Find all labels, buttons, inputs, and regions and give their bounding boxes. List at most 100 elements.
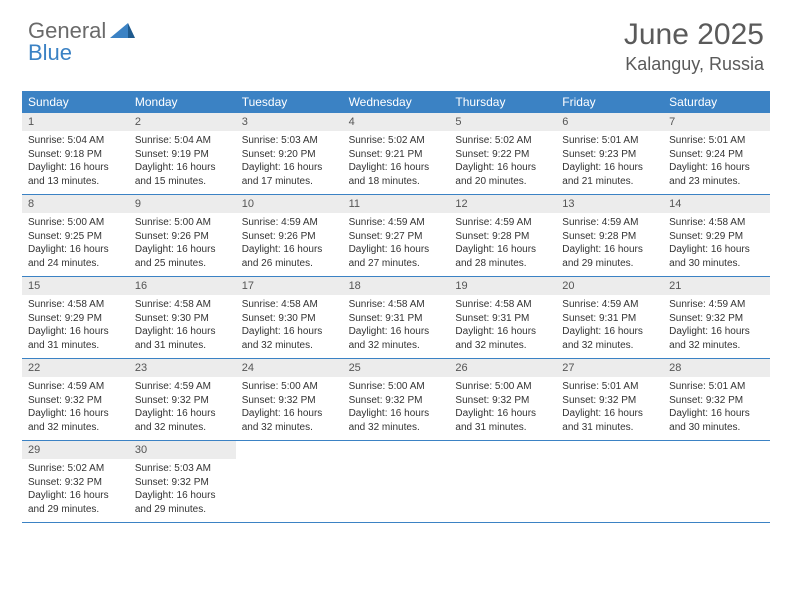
- day-cell: 16Sunrise: 4:58 AMSunset: 9:30 PMDayligh…: [129, 277, 236, 358]
- day-details: Sunrise: 4:59 AMSunset: 9:32 PMDaylight:…: [129, 377, 236, 434]
- daylight-line: Daylight: 16 hours and 25 minutes.: [135, 243, 230, 270]
- day-number: 5: [449, 113, 556, 131]
- sunset-line: Sunset: 9:30 PM: [135, 312, 230, 326]
- sunrise-line: Sunrise: 4:59 AM: [242, 216, 337, 230]
- brand-logo: GeneralBlue: [28, 18, 136, 66]
- sunset-line: Sunset: 9:32 PM: [135, 476, 230, 490]
- title-block: June 2025 Kalanguy, Russia: [624, 18, 764, 75]
- sunrise-line: Sunrise: 4:59 AM: [28, 380, 123, 394]
- weekday-header: Tuesday: [236, 91, 343, 113]
- sunrise-line: Sunrise: 5:01 AM: [562, 134, 657, 148]
- sunrise-line: Sunrise: 4:58 AM: [28, 298, 123, 312]
- sunrise-line: Sunrise: 5:00 AM: [455, 380, 550, 394]
- day-cell: 29Sunrise: 5:02 AMSunset: 9:32 PMDayligh…: [22, 441, 129, 522]
- sunrise-line: Sunrise: 4:58 AM: [135, 298, 230, 312]
- daylight-line: Daylight: 16 hours and 31 minutes.: [455, 407, 550, 434]
- sunrise-line: Sunrise: 4:59 AM: [669, 298, 764, 312]
- day-details: Sunrise: 5:01 AMSunset: 9:32 PMDaylight:…: [663, 377, 770, 434]
- day-number: 27: [556, 359, 663, 377]
- day-cell: [236, 441, 343, 522]
- day-cell: 11Sunrise: 4:59 AMSunset: 9:27 PMDayligh…: [343, 195, 450, 276]
- daylight-line: Daylight: 16 hours and 32 minutes.: [28, 407, 123, 434]
- weekday-header: Wednesday: [343, 91, 450, 113]
- day-number: 10: [236, 195, 343, 213]
- day-details: Sunrise: 5:03 AMSunset: 9:32 PMDaylight:…: [129, 459, 236, 516]
- sunrise-line: Sunrise: 5:04 AM: [28, 134, 123, 148]
- sunset-line: Sunset: 9:18 PM: [28, 148, 123, 162]
- sunset-line: Sunset: 9:32 PM: [562, 394, 657, 408]
- day-details: Sunrise: 5:00 AMSunset: 9:25 PMDaylight:…: [22, 213, 129, 270]
- sunrise-line: Sunrise: 5:00 AM: [242, 380, 337, 394]
- daylight-line: Daylight: 16 hours and 31 minutes.: [562, 407, 657, 434]
- day-details: Sunrise: 5:03 AMSunset: 9:20 PMDaylight:…: [236, 131, 343, 188]
- day-number: 19: [449, 277, 556, 295]
- sunset-line: Sunset: 9:29 PM: [669, 230, 764, 244]
- day-number: 25: [343, 359, 450, 377]
- calendar: SundayMondayTuesdayWednesdayThursdayFrid…: [22, 91, 770, 523]
- week-row: 22Sunrise: 4:59 AMSunset: 9:32 PMDayligh…: [22, 359, 770, 441]
- day-cell: 7Sunrise: 5:01 AMSunset: 9:24 PMDaylight…: [663, 113, 770, 194]
- day-number: 16: [129, 277, 236, 295]
- day-details: Sunrise: 4:59 AMSunset: 9:27 PMDaylight:…: [343, 213, 450, 270]
- sunset-line: Sunset: 9:27 PM: [349, 230, 444, 244]
- day-cell: 3Sunrise: 5:03 AMSunset: 9:20 PMDaylight…: [236, 113, 343, 194]
- day-cell: [449, 441, 556, 522]
- day-details: Sunrise: 5:00 AMSunset: 9:32 PMDaylight:…: [343, 377, 450, 434]
- day-details: Sunrise: 4:59 AMSunset: 9:31 PMDaylight:…: [556, 295, 663, 352]
- sunrise-line: Sunrise: 5:00 AM: [349, 380, 444, 394]
- day-cell: 14Sunrise: 4:58 AMSunset: 9:29 PMDayligh…: [663, 195, 770, 276]
- sunset-line: Sunset: 9:31 PM: [455, 312, 550, 326]
- day-number: 21: [663, 277, 770, 295]
- page-header: GeneralBlue June 2025 Kalanguy, Russia: [0, 0, 792, 83]
- day-number: 15: [22, 277, 129, 295]
- sunrise-line: Sunrise: 5:02 AM: [349, 134, 444, 148]
- daylight-line: Daylight: 16 hours and 32 minutes.: [135, 407, 230, 434]
- week-row: 15Sunrise: 4:58 AMSunset: 9:29 PMDayligh…: [22, 277, 770, 359]
- daylight-line: Daylight: 16 hours and 28 minutes.: [455, 243, 550, 270]
- week-row: 8Sunrise: 5:00 AMSunset: 9:25 PMDaylight…: [22, 195, 770, 277]
- daylight-line: Daylight: 16 hours and 29 minutes.: [28, 489, 123, 516]
- day-details: Sunrise: 4:58 AMSunset: 9:31 PMDaylight:…: [449, 295, 556, 352]
- sunrise-line: Sunrise: 4:58 AM: [349, 298, 444, 312]
- sunrise-line: Sunrise: 5:00 AM: [28, 216, 123, 230]
- weekday-header: Thursday: [449, 91, 556, 113]
- daylight-line: Daylight: 16 hours and 31 minutes.: [28, 325, 123, 352]
- day-cell: 21Sunrise: 4:59 AMSunset: 9:32 PMDayligh…: [663, 277, 770, 358]
- sunset-line: Sunset: 9:31 PM: [349, 312, 444, 326]
- daylight-line: Daylight: 16 hours and 32 minutes.: [455, 325, 550, 352]
- daylight-line: Daylight: 16 hours and 17 minutes.: [242, 161, 337, 188]
- daylight-line: Daylight: 16 hours and 32 minutes.: [349, 325, 444, 352]
- day-details: Sunrise: 5:01 AMSunset: 9:24 PMDaylight:…: [663, 131, 770, 188]
- day-number: 13: [556, 195, 663, 213]
- calendar-body: 1Sunrise: 5:04 AMSunset: 9:18 PMDaylight…: [22, 113, 770, 523]
- day-cell: 19Sunrise: 4:58 AMSunset: 9:31 PMDayligh…: [449, 277, 556, 358]
- sunset-line: Sunset: 9:29 PM: [28, 312, 123, 326]
- day-number: 11: [343, 195, 450, 213]
- day-details: Sunrise: 5:01 AMSunset: 9:32 PMDaylight:…: [556, 377, 663, 434]
- day-cell: [663, 441, 770, 522]
- sunrise-line: Sunrise: 4:59 AM: [562, 216, 657, 230]
- day-cell: 30Sunrise: 5:03 AMSunset: 9:32 PMDayligh…: [129, 441, 236, 522]
- weekday-header: Sunday: [22, 91, 129, 113]
- day-cell: 25Sunrise: 5:00 AMSunset: 9:32 PMDayligh…: [343, 359, 450, 440]
- day-cell: 24Sunrise: 5:00 AMSunset: 9:32 PMDayligh…: [236, 359, 343, 440]
- sunrise-line: Sunrise: 5:01 AM: [669, 380, 764, 394]
- sunrise-line: Sunrise: 4:58 AM: [455, 298, 550, 312]
- day-details: Sunrise: 4:59 AMSunset: 9:32 PMDaylight:…: [22, 377, 129, 434]
- daylight-line: Daylight: 16 hours and 21 minutes.: [562, 161, 657, 188]
- sunrise-line: Sunrise: 5:00 AM: [135, 216, 230, 230]
- brand-triangle-icon: [110, 18, 136, 44]
- day-number: 29: [22, 441, 129, 459]
- day-number: 14: [663, 195, 770, 213]
- week-row: 29Sunrise: 5:02 AMSunset: 9:32 PMDayligh…: [22, 441, 770, 523]
- daylight-line: Daylight: 16 hours and 26 minutes.: [242, 243, 337, 270]
- day-number: 30: [129, 441, 236, 459]
- page-title: June 2025: [624, 18, 764, 52]
- day-number: 20: [556, 277, 663, 295]
- day-cell: 18Sunrise: 4:58 AMSunset: 9:31 PMDayligh…: [343, 277, 450, 358]
- daylight-line: Daylight: 16 hours and 23 minutes.: [669, 161, 764, 188]
- sunset-line: Sunset: 9:26 PM: [135, 230, 230, 244]
- day-number: 4: [343, 113, 450, 131]
- day-details: Sunrise: 4:58 AMSunset: 9:29 PMDaylight:…: [22, 295, 129, 352]
- day-details: Sunrise: 5:02 AMSunset: 9:21 PMDaylight:…: [343, 131, 450, 188]
